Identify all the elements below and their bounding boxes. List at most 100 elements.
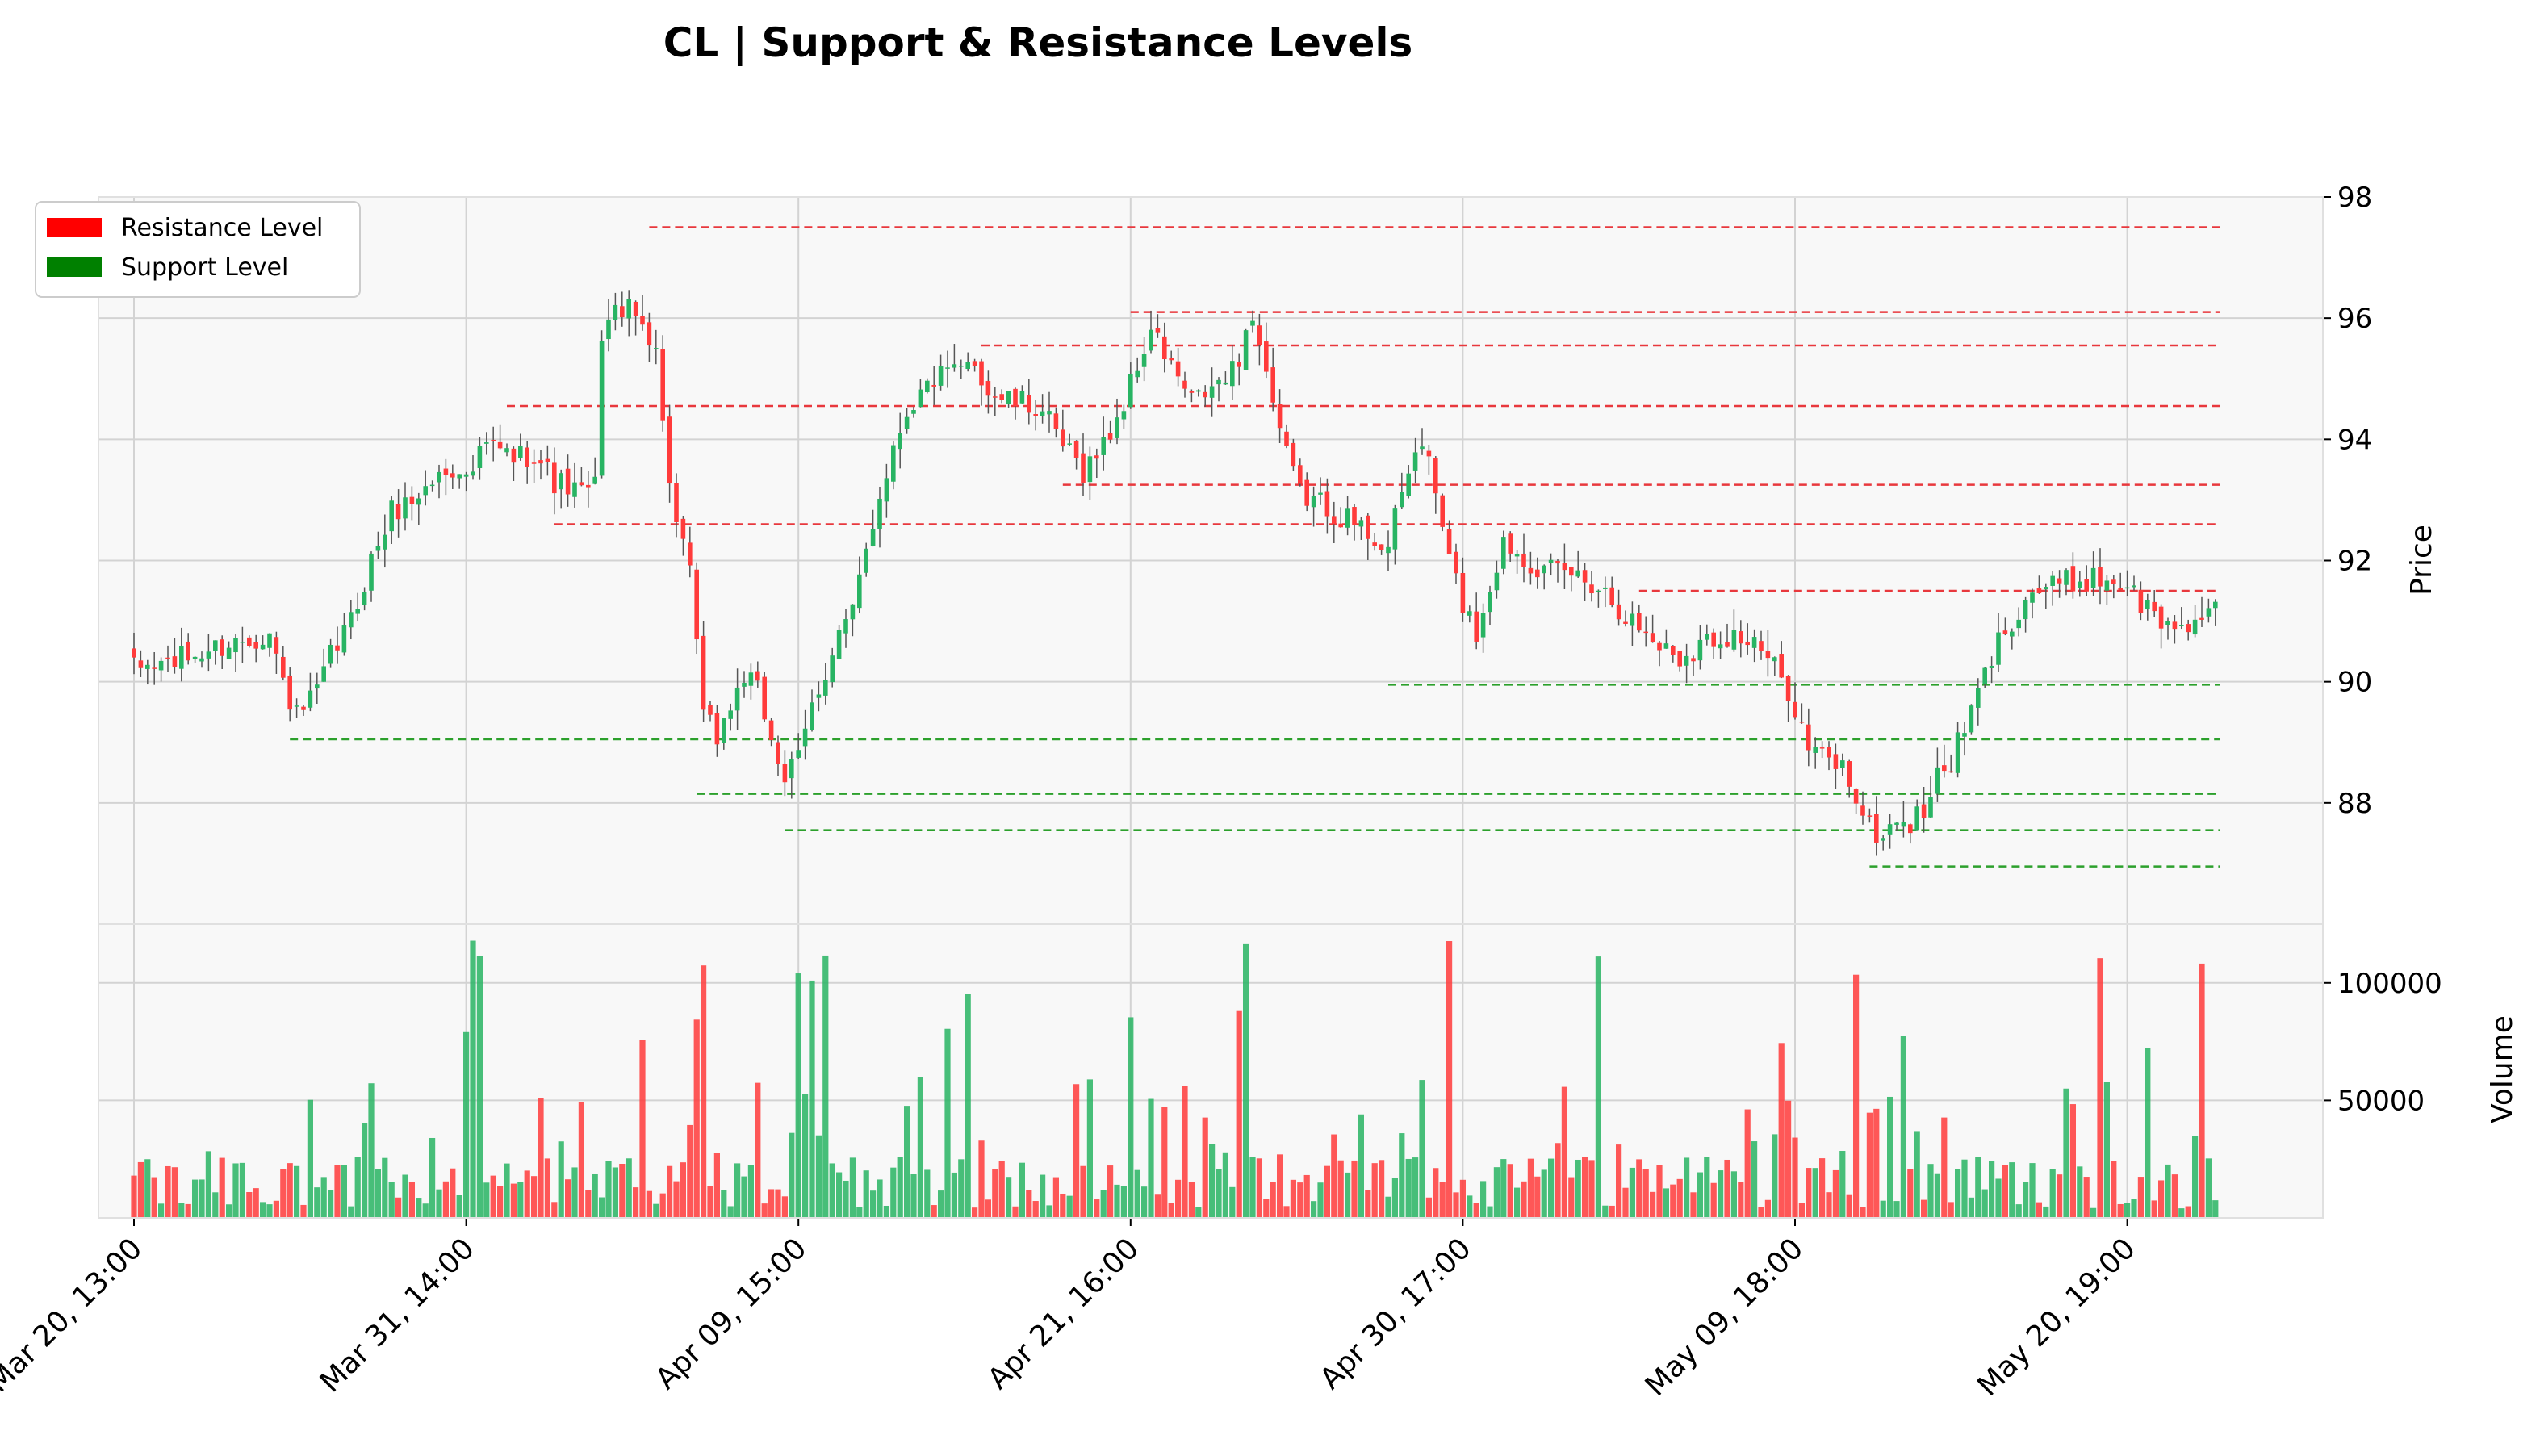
candle-body bbox=[2186, 624, 2191, 633]
volume-bar bbox=[1995, 1178, 2002, 1218]
volume-bar bbox=[653, 1203, 659, 1218]
candle-body bbox=[1731, 630, 1737, 650]
candle-body bbox=[714, 713, 720, 745]
candle-body bbox=[1894, 822, 1899, 825]
candle-body bbox=[1440, 495, 1445, 527]
candle-body bbox=[1047, 411, 1052, 415]
volume-bar bbox=[1948, 1202, 1954, 1218]
candle-body bbox=[952, 364, 957, 368]
candle-body bbox=[1094, 455, 1099, 459]
volume-bar bbox=[1772, 1134, 1778, 1218]
candle-body bbox=[267, 633, 272, 648]
candle-body bbox=[1853, 789, 1859, 804]
volume-bar bbox=[565, 1179, 571, 1218]
volume-bar bbox=[354, 1157, 361, 1218]
volume-bar bbox=[1907, 1169, 1914, 1218]
time-tick-label: May 09, 18:00 bbox=[1639, 1232, 1810, 1403]
candle-body bbox=[674, 483, 679, 523]
candle-body bbox=[1996, 632, 2001, 665]
volume-bar bbox=[273, 1200, 279, 1218]
candle-body bbox=[423, 486, 428, 496]
volume-bar bbox=[2117, 1203, 2124, 1218]
volume-bar bbox=[314, 1187, 320, 1218]
volume-bar bbox=[1391, 1178, 1398, 1218]
candle-body bbox=[626, 299, 631, 319]
candle-body bbox=[918, 389, 923, 408]
candle-body bbox=[1745, 641, 1750, 646]
candle-body bbox=[1366, 515, 1370, 539]
candle-body bbox=[877, 498, 882, 529]
volume-bar bbox=[1514, 1187, 1521, 1218]
volume-bar bbox=[1154, 1194, 1161, 1218]
volume-bar bbox=[673, 1181, 680, 1218]
volume-bar bbox=[1358, 1114, 1364, 1218]
candle-body bbox=[253, 642, 258, 649]
candle-body bbox=[755, 671, 760, 681]
volume-bar bbox=[1073, 1084, 1080, 1218]
volume-bar bbox=[2036, 1202, 2042, 1218]
candle-body bbox=[1209, 386, 1215, 398]
candle-body bbox=[1488, 592, 1492, 613]
volume-bar bbox=[1650, 1191, 1656, 1218]
candle-body bbox=[708, 705, 713, 715]
candle-body bbox=[1630, 613, 1635, 626]
volume-bar bbox=[2199, 963, 2205, 1218]
candle-body bbox=[945, 367, 950, 369]
volume-bar bbox=[1718, 1170, 1724, 1218]
candle-body bbox=[192, 656, 198, 659]
volume-bar bbox=[517, 1182, 524, 1218]
candle-body bbox=[1141, 354, 1147, 367]
volume-bar bbox=[2131, 1199, 2137, 1218]
volume-bar bbox=[1365, 1190, 1371, 1218]
volume-bar bbox=[246, 1191, 253, 1218]
volume-bar bbox=[1433, 1168, 1439, 1218]
candle-body bbox=[158, 660, 164, 671]
volume-bar bbox=[1446, 941, 1453, 1218]
volume-bar bbox=[1141, 1186, 1148, 1218]
candle-body bbox=[579, 482, 584, 486]
candle-body bbox=[2132, 585, 2136, 588]
volume-bar bbox=[1351, 1160, 1358, 1218]
candle-body bbox=[315, 684, 320, 689]
volume-bar bbox=[1798, 1203, 1805, 1218]
volume-bar bbox=[1399, 1133, 1405, 1218]
candle-body bbox=[836, 630, 842, 659]
candle-body bbox=[1501, 537, 1506, 569]
volume-bar bbox=[395, 1197, 402, 1218]
candle-body bbox=[1189, 391, 1195, 393]
candle-body bbox=[1033, 414, 1038, 416]
volume-bar bbox=[1168, 1203, 1174, 1218]
candle-body bbox=[1101, 437, 1106, 455]
volume-bar bbox=[239, 1162, 245, 1218]
volume-bar bbox=[294, 1165, 300, 1218]
candle-body bbox=[1352, 507, 1357, 525]
candle-body bbox=[260, 644, 266, 650]
volume-bar bbox=[1758, 1207, 1764, 1218]
volume-bar bbox=[721, 1190, 727, 1218]
candle-body bbox=[599, 341, 605, 476]
candle-body bbox=[1412, 452, 1418, 471]
volume-bar bbox=[531, 1176, 538, 1218]
candle-body bbox=[287, 675, 292, 710]
candle-body bbox=[328, 644, 333, 664]
volume-bar bbox=[659, 1193, 666, 1218]
candle-body bbox=[870, 529, 876, 546]
candle-body bbox=[2078, 581, 2082, 588]
candle-body bbox=[1806, 724, 1811, 751]
volume-tick-label: 100000 bbox=[2337, 968, 2442, 1000]
candle-body bbox=[1175, 361, 1181, 377]
volume-bar bbox=[2192, 1136, 2199, 1218]
volume-bar bbox=[348, 1206, 354, 1218]
volume-bar bbox=[1730, 1171, 1737, 1218]
candle-body bbox=[179, 646, 184, 669]
candle-body bbox=[1338, 523, 1343, 528]
volume-bar bbox=[924, 1169, 931, 1218]
volume-bar bbox=[701, 965, 707, 1218]
candle-body bbox=[2111, 579, 2116, 584]
candle-body bbox=[1270, 367, 1275, 403]
volume-bar bbox=[1893, 1201, 1900, 1218]
candle-body bbox=[2016, 619, 2021, 629]
candle-body bbox=[1392, 508, 1398, 550]
legend-label-resistance: Resistance Level bbox=[121, 214, 323, 242]
volume-bar bbox=[843, 1180, 849, 1218]
